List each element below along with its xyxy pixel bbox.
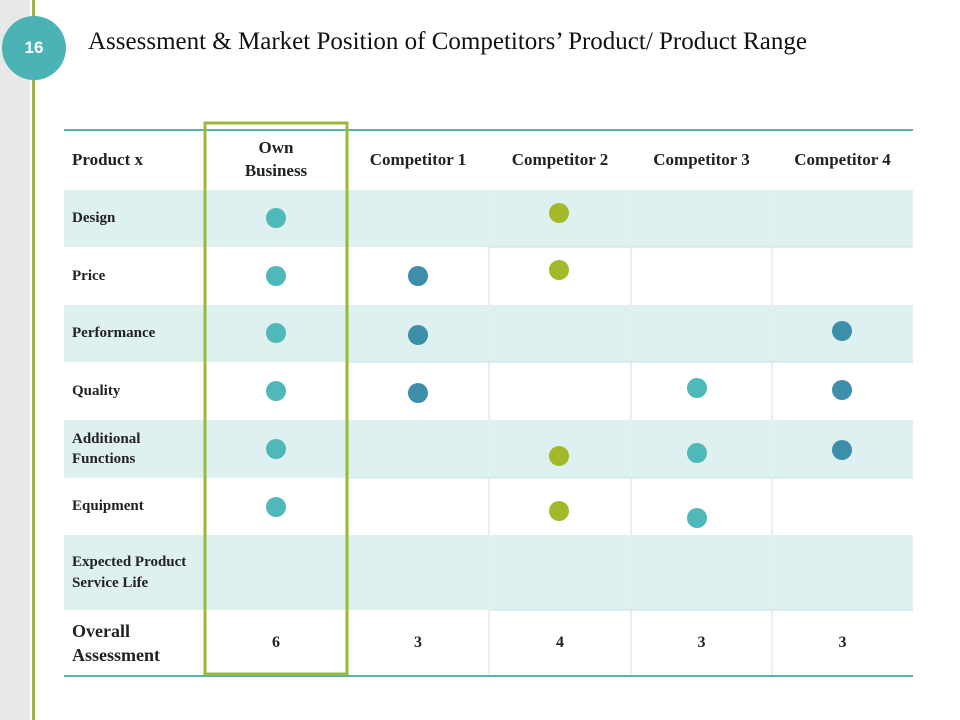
row-label: Design bbox=[72, 210, 116, 227]
header-cell: Competitor 4 bbox=[794, 149, 891, 169]
header-cell: Own Business bbox=[244, 138, 308, 180]
slide-number: 16 bbox=[2, 16, 66, 80]
row-label: Equipment bbox=[72, 498, 144, 515]
row-label: Price bbox=[72, 267, 106, 284]
overall-value: 4 bbox=[556, 634, 564, 652]
dots bbox=[266, 203, 852, 528]
row-label: Performance bbox=[72, 325, 156, 342]
overall-value: 3 bbox=[838, 634, 847, 652]
overall-value: 3 bbox=[697, 634, 706, 652]
slide-title: Assessment & Market Position of Competit… bbox=[88, 28, 807, 55]
overall-label: Overall Assessment bbox=[72, 620, 160, 665]
side-strip bbox=[0, 0, 30, 720]
overall-value: 6 bbox=[272, 634, 280, 652]
row-borders bbox=[346, 190, 913, 676]
header-cell: Competitor 2 bbox=[511, 149, 609, 169]
row-label: Quality bbox=[72, 382, 121, 399]
side-line bbox=[32, 0, 35, 720]
header-cell: Competitor 3 bbox=[653, 149, 750, 169]
header-cell: Product x bbox=[72, 149, 143, 169]
header-cell: Competitor 1 bbox=[369, 149, 467, 169]
overall-value: 3 bbox=[414, 634, 422, 652]
row-label: Expected Product Service Life bbox=[72, 554, 187, 591]
own-business-highlight bbox=[203, 121, 349, 676]
row-label: Additional Functions bbox=[72, 430, 141, 467]
